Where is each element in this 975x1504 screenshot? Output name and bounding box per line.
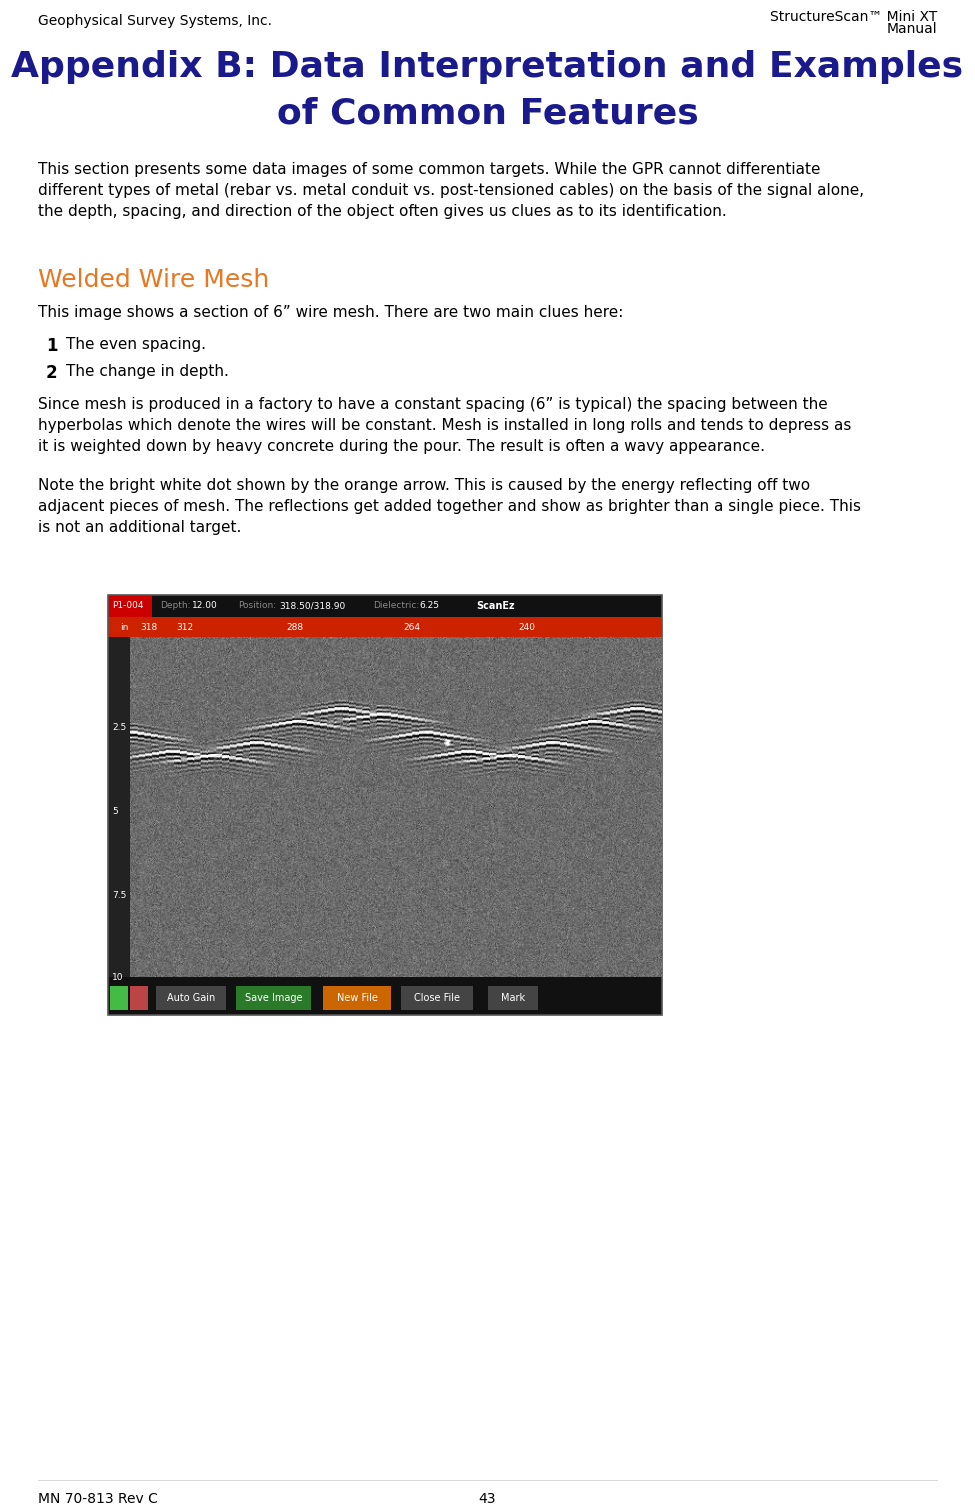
Text: Position:: Position: <box>238 602 276 611</box>
Bar <box>110 987 128 1011</box>
Text: of Common Features: of Common Features <box>277 96 698 129</box>
Bar <box>108 978 662 1015</box>
Text: Auto Gain: Auto Gain <box>167 993 215 1003</box>
Text: The even spacing.: The even spacing. <box>66 337 206 352</box>
Text: 264: 264 <box>403 623 420 632</box>
Text: Save Image: Save Image <box>245 993 302 1003</box>
Text: 2.5: 2.5 <box>112 722 126 731</box>
Text: 318: 318 <box>140 623 157 632</box>
Text: Note the bright white dot shown by the orange arrow. This is caused by the energ: Note the bright white dot shown by the o… <box>38 478 861 535</box>
Bar <box>108 596 662 617</box>
Text: StructureScan™ Mini XT: StructureScan™ Mini XT <box>769 11 937 24</box>
Text: Appendix B: Data Interpretation and Examples: Appendix B: Data Interpretation and Exam… <box>12 50 963 84</box>
Text: This image shows a section of 6” wire mesh. There are two main clues here:: This image shows a section of 6” wire me… <box>38 305 623 320</box>
Text: This section presents some data images of some common targets. While the GPR can: This section presents some data images o… <box>38 162 864 220</box>
Bar <box>108 617 662 638</box>
Bar <box>108 638 130 978</box>
Text: Since mesh is produced in a factory to have a constant spacing (6” is typical) t: Since mesh is produced in a factory to h… <box>38 397 851 454</box>
Bar <box>108 596 152 617</box>
Text: Mark: Mark <box>501 993 526 1003</box>
Text: 288: 288 <box>286 623 303 632</box>
Text: Geophysical Survey Systems, Inc.: Geophysical Survey Systems, Inc. <box>38 14 272 29</box>
Text: 43: 43 <box>479 1492 496 1504</box>
Text: New File: New File <box>336 993 377 1003</box>
Text: in: in <box>120 623 129 632</box>
Text: 10: 10 <box>112 973 124 982</box>
Text: 240: 240 <box>518 623 535 632</box>
Bar <box>323 987 391 1011</box>
Text: Dielectric:: Dielectric: <box>373 602 419 611</box>
Text: Close File: Close File <box>414 993 460 1003</box>
Bar <box>108 596 662 1015</box>
Text: 5: 5 <box>112 808 118 817</box>
Text: P1-004: P1-004 <box>112 602 143 611</box>
Bar <box>130 987 148 1011</box>
Text: 6.25: 6.25 <box>419 602 439 611</box>
Text: ScanEz: ScanEz <box>476 602 515 611</box>
Text: MN 70-813 Rev C: MN 70-813 Rev C <box>38 1492 158 1504</box>
Text: The change in depth.: The change in depth. <box>66 364 229 379</box>
Text: Welded Wire Mesh: Welded Wire Mesh <box>38 268 269 292</box>
Text: 7.5: 7.5 <box>112 890 127 899</box>
Bar <box>401 987 473 1011</box>
Text: Depth:: Depth: <box>160 602 190 611</box>
Bar <box>488 987 538 1011</box>
Text: 12.00: 12.00 <box>192 602 217 611</box>
Text: Manual: Manual <box>886 23 937 36</box>
Text: 312: 312 <box>176 623 193 632</box>
Text: 1: 1 <box>46 337 58 355</box>
Bar <box>236 987 311 1011</box>
Bar <box>156 987 226 1011</box>
Text: 318.50/318.90: 318.50/318.90 <box>279 602 345 611</box>
Text: 2: 2 <box>46 364 58 382</box>
